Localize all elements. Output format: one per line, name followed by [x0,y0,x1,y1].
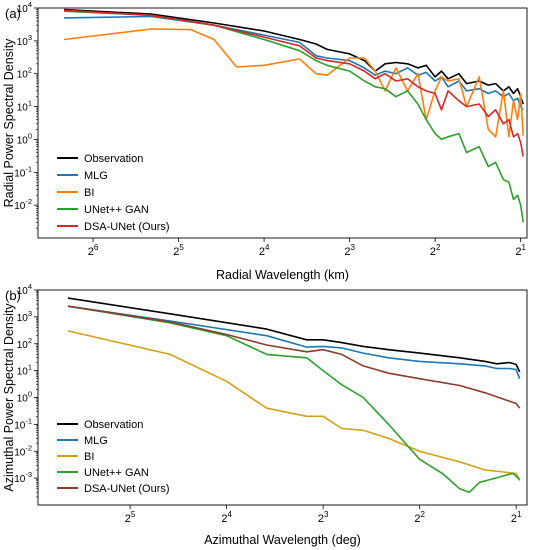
y-tick-label: 101 [17,363,32,378]
x-tick-label: 25 [125,510,136,525]
x-tick-label: 23 [344,243,355,258]
y-tick-label: 102 [17,66,32,81]
x-tick-label: 22 [414,510,425,525]
y-tick-label: 101 [17,99,32,114]
legend-label: MLG [84,170,108,182]
y-tick-label: 10-1 [14,164,32,179]
series-line-mlg [67,305,521,379]
chart-panel-1: 26 25 24 23 22 21 10-2 10-1 100 101 102 103 104 Radia… [2,0,528,282]
legend-label: UNet++ GAN [84,467,149,479]
series-line-unet-gan [67,305,521,494]
panel-label: (a) [5,6,21,21]
legend-label: Observation [84,153,143,165]
y-tick-label: 10-3 [14,470,32,485]
y-tick-label: 10-2 [14,197,32,212]
panel-label: (b) [5,288,21,303]
x-axis-label: Radial Wavelength (km) [216,268,349,282]
series-line-dsa-unet-ours- [67,305,521,409]
chart-panel-2: 25 24 23 22 2110-310-210-1100101102103104Azi… [2,282,528,547]
series-line-dsa-unet-ours- [63,9,524,157]
x-tick-label: 24 [259,243,270,258]
series-group [67,297,521,494]
y-axis-label: Azimuthal Power Spectral Density [2,303,16,492]
y-tick-label: 104 [17,282,32,297]
legend-label: MLG [84,435,108,447]
x-tick-label: 21 [511,510,522,525]
x-tick-label: 26 [88,243,99,258]
legend: Observation MLG BI UNet++ GAN DSA-UNet (Ours… [57,419,170,495]
x-tick-label: 25 [173,243,184,258]
x-tick-label: 23 [318,510,329,525]
x-axis-label: Azimuthal Wavelength (deg) [204,533,361,547]
series-line-bi [67,330,521,482]
series-group [63,8,524,223]
y-tick-label: 10-1 [14,416,32,431]
series-line-unet-gan [63,10,524,223]
y-tick-label: 102 [17,336,32,351]
y-tick-label: 100 [17,131,32,146]
series-line-mlg [63,15,524,111]
legend-label: DSA-UNet (Ours) [84,221,170,233]
legend-label: DSA-UNet (Ours) [84,483,170,495]
series-line-bi [63,28,524,138]
plot-frame [37,7,528,239]
x-tick-label: 21 [515,243,526,258]
legend: Observation MLG BI UNet++ GAN DSA-UNet (Ours… [57,153,170,233]
y-axis-label: Radial Power Spectral Density [2,38,16,208]
series-line-observation [63,8,524,105]
legend-label: BI [84,451,94,463]
y-tick-label: 10-2 [14,443,32,458]
y-tick-label: 103 [17,309,32,324]
series-line-observation [67,297,521,373]
y-tick-label: 103 [17,33,32,48]
legend-label: Observation [84,419,143,431]
x-tick-label: 24 [221,510,232,525]
y-tick-label: 100 [17,390,32,405]
legend-label: UNet++ GAN [84,204,149,216]
y-tick-label: 104 [17,0,32,15]
x-tick-label: 22 [430,243,441,258]
legend-label: BI [84,187,94,199]
